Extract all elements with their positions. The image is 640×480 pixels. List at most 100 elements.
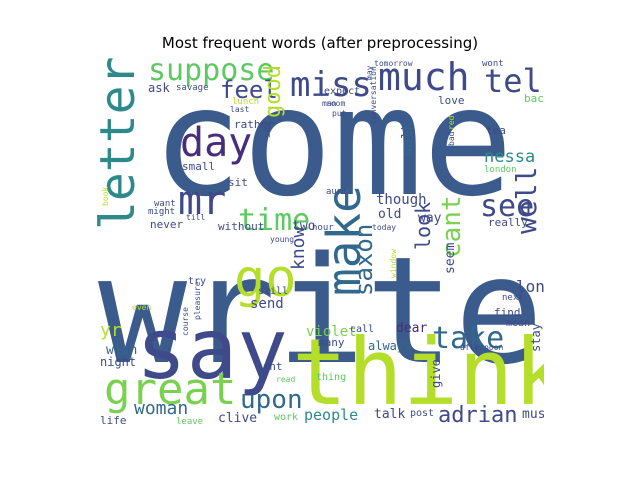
word-cloud: come write think say letter make go great much mi… bbox=[96, 58, 544, 430]
word-small: small bbox=[182, 160, 215, 173]
word-call: call bbox=[350, 324, 374, 335]
word-might: might bbox=[148, 207, 175, 217]
word-never: never bbox=[150, 218, 183, 231]
word-way: way bbox=[418, 211, 442, 226]
word-know: know bbox=[288, 226, 309, 270]
word-today: today bbox=[372, 223, 396, 232]
word-hour: hour bbox=[312, 223, 334, 233]
word-afternoon: afternoon bbox=[460, 343, 504, 352]
word-till: till bbox=[186, 213, 205, 222]
word-wish: wish bbox=[106, 343, 137, 358]
word-leave: leave bbox=[176, 417, 203, 427]
word-day: day bbox=[180, 120, 252, 166]
word-without: without bbox=[218, 220, 264, 233]
word-time: time bbox=[238, 203, 310, 238]
word-life: life bbox=[100, 414, 127, 427]
word-try: try bbox=[188, 276, 206, 287]
word-yr: yr bbox=[100, 320, 122, 341]
word-clive: clive bbox=[218, 411, 257, 426]
word-say: say bbox=[136, 300, 288, 398]
word-saw: saw bbox=[263, 121, 273, 138]
word-man: man bbox=[322, 99, 337, 108]
word-london: london bbox=[484, 165, 517, 175]
word-put: put bbox=[332, 109, 347, 118]
word-thing: thing bbox=[316, 372, 346, 383]
word-dear: dear bbox=[396, 321, 427, 336]
word-isnt: isnt bbox=[256, 360, 283, 373]
word-red: red bbox=[447, 115, 456, 130]
word-still: still bbox=[258, 286, 288, 297]
word-window: window bbox=[389, 249, 398, 278]
word-miss: miss bbox=[290, 65, 372, 105]
word-look: look bbox=[411, 202, 435, 250]
chart-title: Most frequent words (after preprocessing… bbox=[161, 34, 479, 52]
word-post: post bbox=[410, 408, 434, 419]
word-write: write bbox=[98, 225, 544, 397]
word-violet: violet bbox=[306, 324, 357, 340]
word-book: book bbox=[101, 187, 110, 206]
word-adrian: adrian bbox=[438, 403, 517, 428]
word-upon: upon bbox=[240, 385, 303, 415]
word-work: work bbox=[274, 412, 298, 423]
word-cloud-canvas: comewritethinksaylettermakegogreatmuchmi… bbox=[96, 58, 544, 428]
word-cant: cant bbox=[437, 195, 467, 258]
word-see: see bbox=[480, 189, 534, 224]
word-send: send bbox=[250, 296, 284, 312]
word-woman: woman bbox=[134, 398, 188, 419]
word-come: come bbox=[152, 58, 513, 230]
word-wont: wont bbox=[482, 59, 504, 69]
word-two: two bbox=[292, 219, 315, 234]
word-much: much bbox=[378, 58, 470, 99]
word-expect: expect bbox=[324, 86, 360, 97]
word-even: even bbox=[132, 303, 151, 312]
word-room: room bbox=[326, 99, 345, 108]
word-many: many bbox=[318, 336, 345, 349]
word-old: old bbox=[378, 207, 401, 222]
word-mr: mr bbox=[178, 178, 226, 224]
word-people: people bbox=[304, 406, 358, 424]
word-lunch: lunch bbox=[232, 97, 259, 107]
word-think: think bbox=[292, 319, 544, 426]
word-ask: ask bbox=[148, 81, 170, 95]
word-find: find bbox=[494, 306, 521, 319]
word-make: make bbox=[317, 185, 371, 296]
word-young: young bbox=[270, 235, 294, 244]
word-tell: tell bbox=[484, 62, 544, 100]
word-course: course bbox=[181, 307, 190, 336]
word-saxon: saxon bbox=[350, 224, 378, 296]
word-though: though bbox=[376, 192, 427, 208]
word-want: want bbox=[154, 199, 176, 209]
word-nessa: nessa bbox=[484, 147, 535, 167]
word-conversation: conversation bbox=[369, 66, 378, 124]
word-sit: sit bbox=[228, 176, 248, 189]
word-night: night bbox=[100, 355, 136, 369]
word-bad: bad bbox=[447, 131, 456, 146]
word-long: long bbox=[516, 277, 544, 296]
word-letter: letter bbox=[96, 58, 146, 230]
word-back: back bbox=[524, 92, 544, 105]
word-last: last bbox=[230, 105, 249, 114]
word-seem: seem bbox=[443, 243, 458, 274]
word-read: read bbox=[276, 375, 295, 384]
word-talk: talk bbox=[374, 407, 405, 422]
word-go: go bbox=[234, 249, 297, 309]
word-mean: mean bbox=[506, 318, 530, 329]
word-feel: feel bbox=[220, 76, 278, 104]
word-must: must bbox=[522, 407, 544, 422]
word-suppose: suppose bbox=[148, 58, 274, 88]
word-tomorrow: tomorrow bbox=[374, 59, 413, 68]
word-always: always bbox=[368, 339, 411, 353]
word-give: give bbox=[429, 359, 443, 388]
word-good: good bbox=[261, 65, 286, 118]
word-aunt: aunt bbox=[326, 187, 348, 197]
word-next: next bbox=[502, 293, 524, 303]
word-may: may bbox=[365, 65, 374, 80]
word-great: great bbox=[104, 364, 236, 415]
word-rather: rather bbox=[234, 118, 274, 131]
word-pleasure: pleasure bbox=[193, 281, 202, 320]
word-tea: tea bbox=[486, 124, 506, 137]
word-take: take bbox=[432, 321, 504, 356]
word-really: really bbox=[488, 216, 528, 229]
word-savage: savage bbox=[176, 83, 209, 93]
word-stay: stay bbox=[529, 323, 543, 352]
